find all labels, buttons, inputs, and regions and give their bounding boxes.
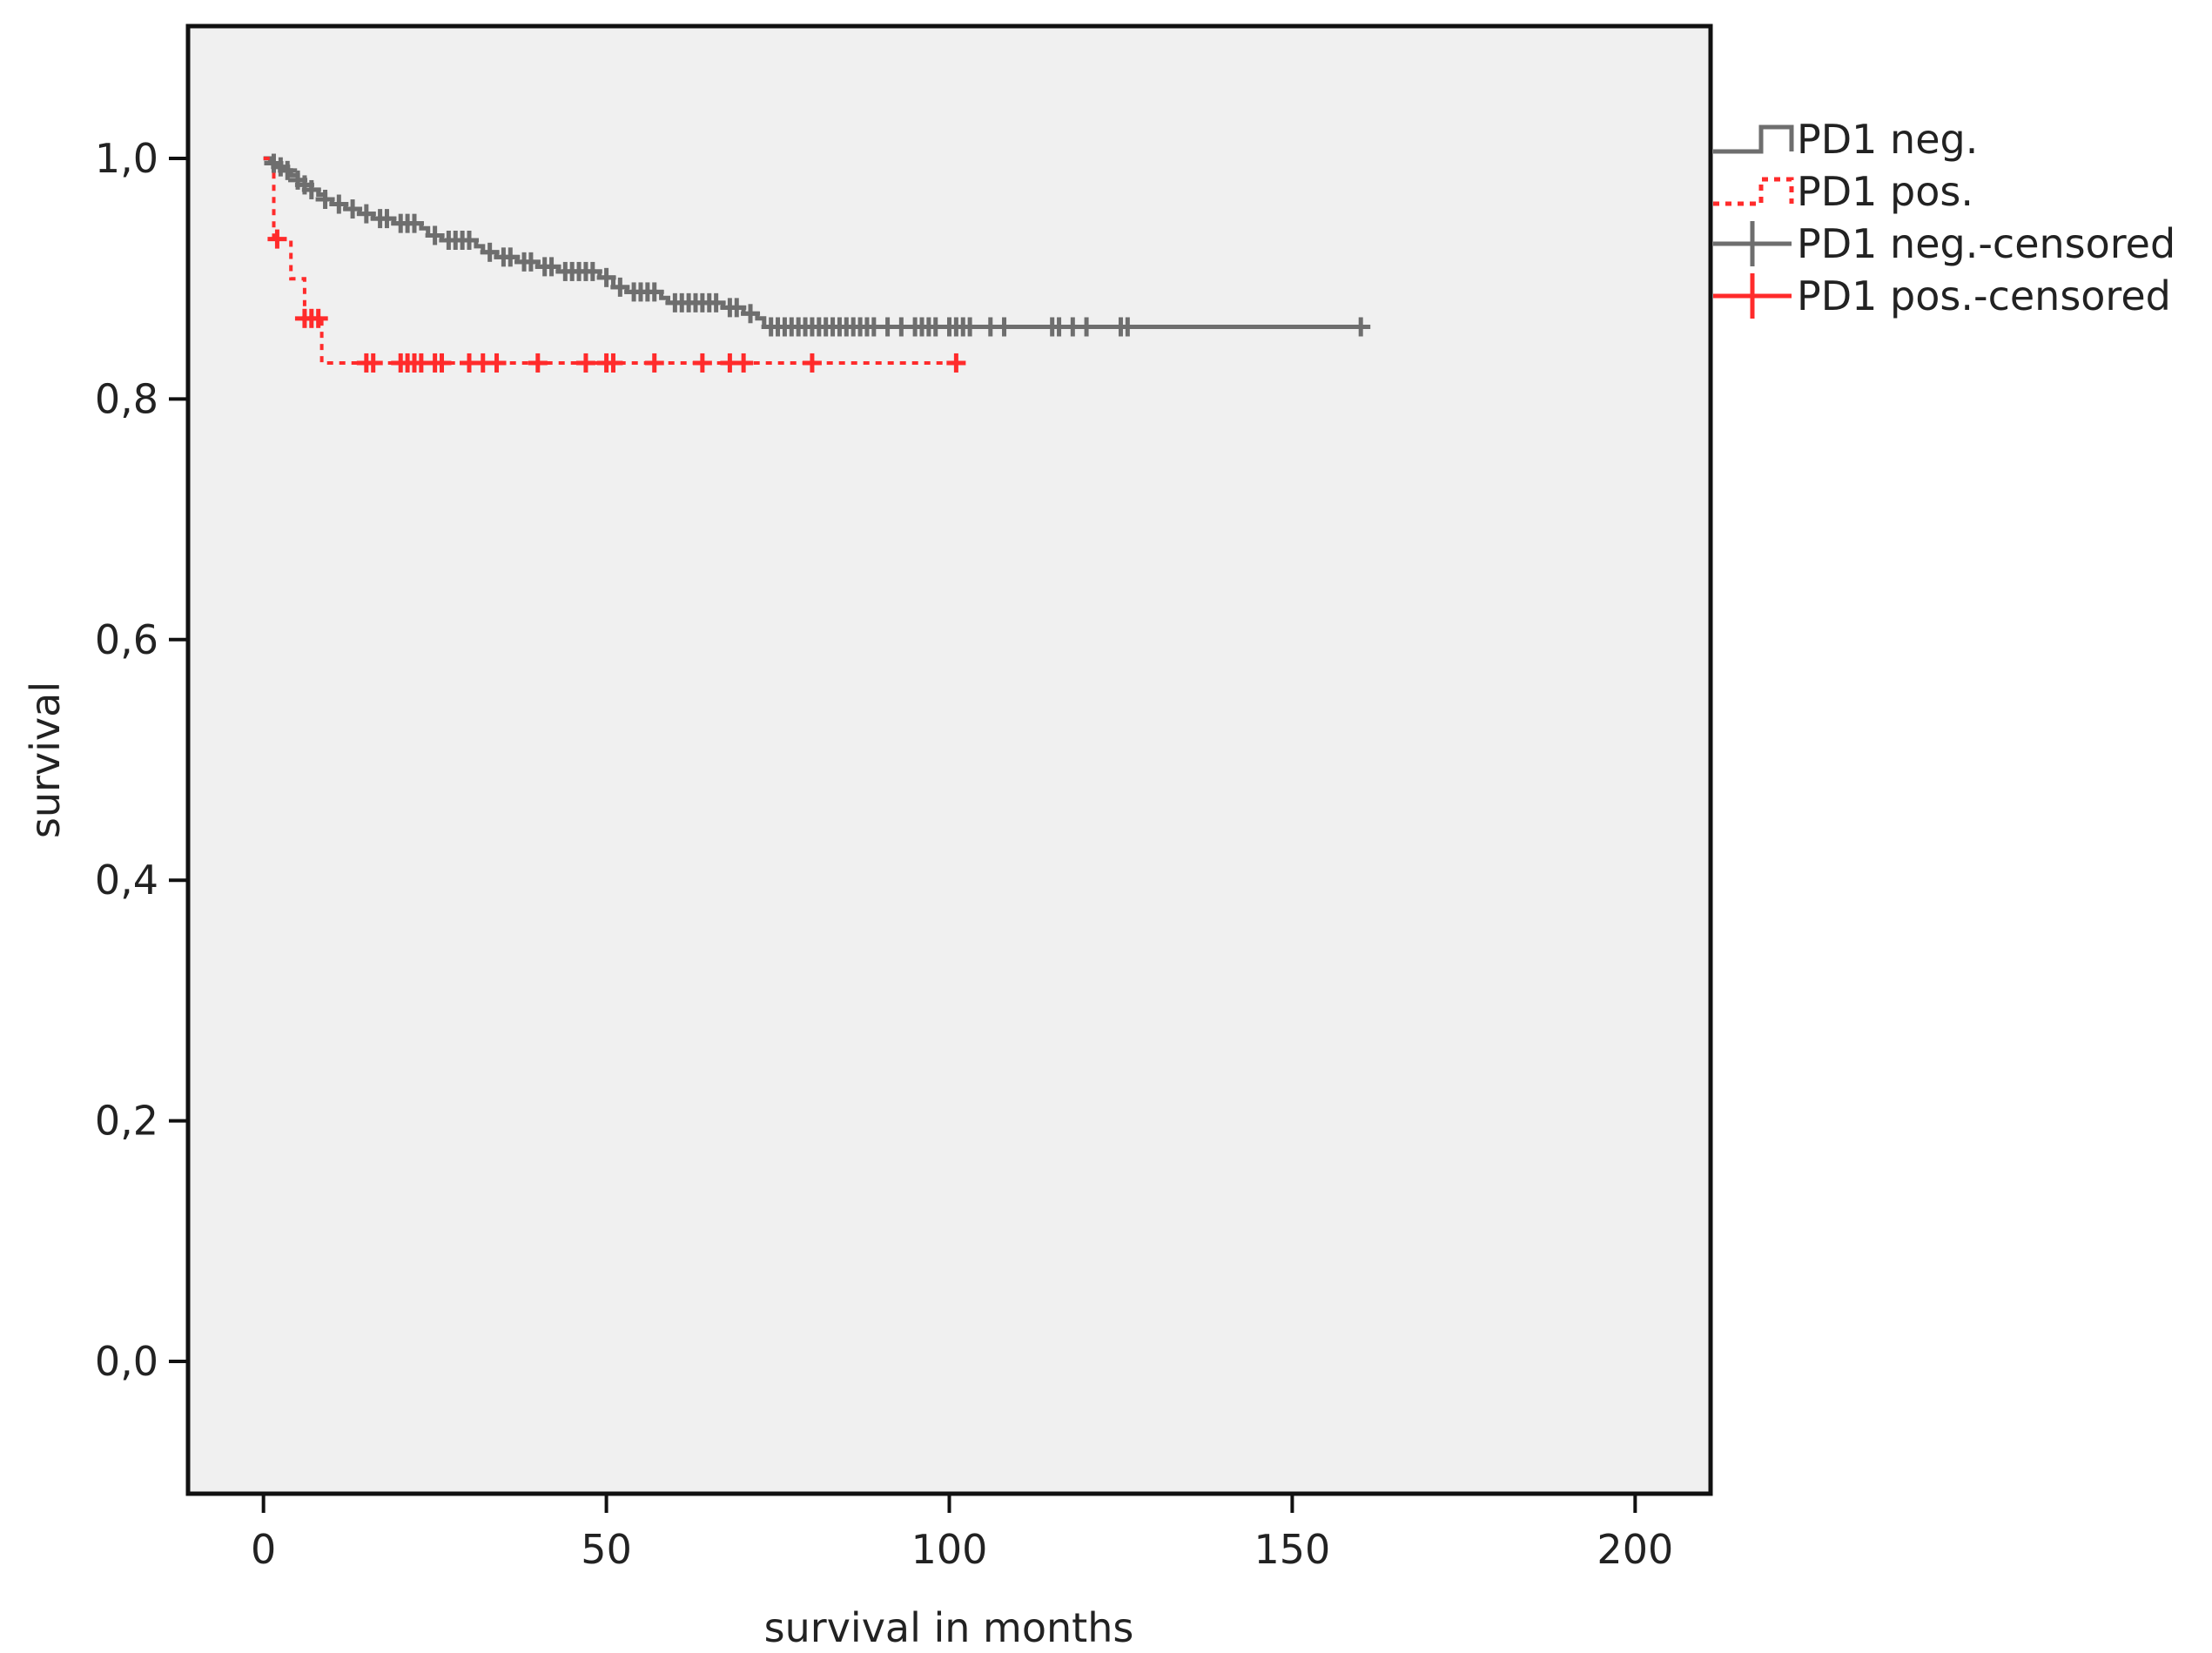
x-tick-label: 50	[581, 1526, 632, 1573]
censor-mark-pd1-neg	[1077, 317, 1097, 337]
censor-mark-pd1-neg	[377, 209, 397, 229]
censor-mark-pd1-neg	[425, 225, 445, 245]
censor-mark-pd1-neg	[644, 282, 664, 302]
censor-mark-pd1-pos	[644, 353, 664, 373]
censor-mark-pd1-neg	[501, 247, 521, 267]
x-tick-label: 150	[1254, 1526, 1331, 1573]
censor-mark-pd1-neg	[315, 190, 335, 210]
censor-mark-pd1-pos	[692, 353, 712, 373]
legend-label: PD1 neg.-censored	[1797, 220, 2175, 267]
censor-mark-pd1-neg	[480, 242, 500, 262]
legend-step-symbol	[1713, 124, 1794, 154]
censor-mark-pd1-pos	[267, 229, 287, 249]
y-tick-label: 0,4	[95, 857, 158, 904]
censor-mark-pd1-pos	[575, 353, 595, 373]
series-line-pd1-pos	[263, 157, 957, 365]
y-tick-label: 1,0	[95, 135, 158, 182]
y-axis-title: survival	[22, 682, 69, 838]
legend-label: PD1 pos.-censored	[1797, 272, 2171, 319]
legend-label: PD1 pos.	[1797, 168, 1973, 215]
x-axis: 0 50 100 150 200	[251, 1494, 1673, 1573]
censor-mark-pd1-neg	[343, 199, 363, 219]
censor-mark-pd1-pos	[802, 353, 822, 373]
censor-mark-pd1-pos	[528, 353, 548, 373]
legend-item: PD1 pos.	[1713, 168, 1973, 215]
censor-mark-pd1-neg	[994, 317, 1014, 337]
censor-mark-pd1-neg	[706, 292, 726, 312]
censor-mark-pd1-neg	[404, 213, 424, 233]
censor-mark-pd1-pos	[363, 353, 383, 373]
y-axis: 0,0 0,2 0,4 0,6 0,8 1,0	[95, 135, 188, 1385]
x-tick-label: 100	[911, 1526, 988, 1573]
censor-mark-pd1-neg	[741, 304, 761, 324]
x-tick-label: 0	[251, 1526, 276, 1573]
plot-area	[185, 24, 1713, 1496]
y-tick-label: 0,8	[95, 375, 158, 422]
censor-mark-pd1-pos	[734, 353, 754, 373]
censor-mark-pd1-neg	[1351, 317, 1371, 337]
censor-mark-pd1-neg	[960, 317, 980, 337]
censor-mark-pd1-neg	[596, 267, 616, 287]
legend-label: PD1 neg.	[1797, 116, 1978, 163]
y-tick-label: 0,6	[95, 616, 158, 663]
legend-step-symbol	[1713, 177, 1794, 206]
legend-item: PD1 pos.-censored	[1713, 272, 2171, 319]
censor-mark-pd1-neg	[541, 257, 561, 277]
censor-mark-pd1-neg	[727, 298, 747, 318]
x-tick-label: 200	[1597, 1526, 1673, 1573]
censor-mark-pd1-neg	[278, 160, 298, 180]
legend: PD1 neg. PD1 pos. PD1 neg.-censored PD1 pos…	[1713, 116, 2175, 319]
legend-cross-symbol	[1713, 221, 1792, 266]
censor-mark-pd1-neg	[582, 261, 602, 281]
censor-mark-pd1-pos	[487, 353, 507, 373]
x-axis-title: survival in months	[764, 1604, 1134, 1651]
censor-mark-pd1-neg	[356, 204, 376, 224]
censor-mark-pd1-neg	[1118, 317, 1138, 337]
censor-mark-pd1-neg	[460, 230, 480, 250]
censor-mark-pd1-neg	[610, 277, 630, 297]
censor-mark-pd1-pos	[432, 353, 452, 373]
y-tick-label: 0,0	[95, 1338, 158, 1385]
censor-mark-pd1-pos	[308, 308, 328, 328]
censor-mark-pd1-neg	[521, 252, 541, 272]
censor-marks	[264, 153, 1371, 373]
legend-item: PD1 neg.-censored	[1713, 220, 2175, 267]
legend-item: PD1 neg.	[1713, 116, 1978, 163]
y-tick-label: 0,2	[95, 1098, 158, 1145]
censor-mark-pd1-pos	[946, 353, 966, 373]
censor-mark-pd1-neg	[301, 179, 321, 199]
censor-mark-pd1-neg	[329, 194, 349, 214]
legend-cross-symbol	[1713, 273, 1792, 319]
censor-mark-pd1-pos	[603, 353, 623, 373]
